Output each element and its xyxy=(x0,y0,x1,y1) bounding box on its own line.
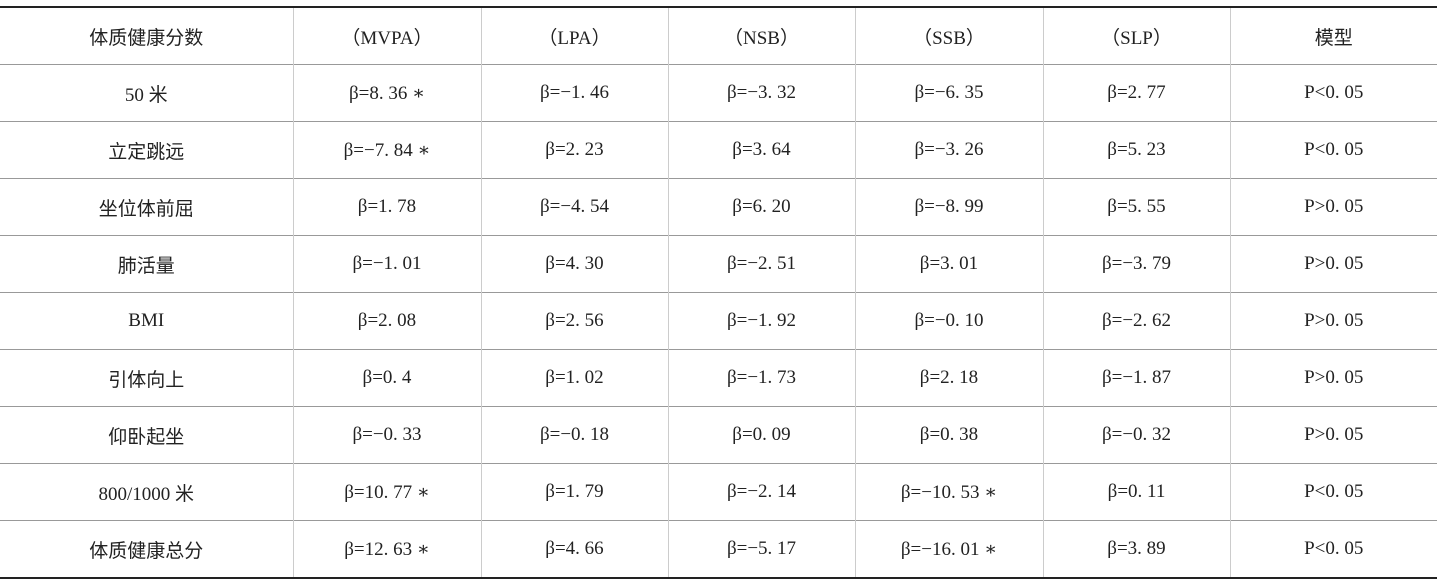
cell: β=2. 08 xyxy=(292,292,481,350)
cell: β=4. 66 xyxy=(480,520,668,578)
header-cell: （SLP） xyxy=(1042,7,1230,65)
header-cell: 体质健康分数 xyxy=(89,27,204,49)
cell: β=−1. 73 xyxy=(667,349,855,407)
row-label: 肺活量 xyxy=(0,235,293,293)
cell: β=0. 09 xyxy=(667,406,855,464)
cell: β=8. 36 ∗ xyxy=(292,64,481,122)
cell: β=−1. 92 xyxy=(667,292,855,350)
header-cell: （SSB） xyxy=(854,7,1043,65)
cell: β=5. 55 xyxy=(1042,178,1230,236)
cell: β=1. 78 xyxy=(292,178,481,236)
cell: P<0. 05 xyxy=(1229,121,1437,179)
cell: P>0. 05 xyxy=(1229,178,1437,236)
row-label: BMI xyxy=(0,292,293,350)
cell: β=0. 11 xyxy=(1042,463,1230,521)
cell: P>0. 05 xyxy=(1229,349,1437,407)
data-row: 引体向上 β=0. 4 β=1. 02 β=−1. 73 β=2. 18 β=−1. 87… xyxy=(0,349,1437,407)
cell: β=−4. 54 xyxy=(480,178,668,236)
cell: β=2. 77 xyxy=(1042,64,1230,122)
data-row: 体质健康总分 β=12. 63 ∗ β=4. 66 β=−5. 17 β=−16. 01… xyxy=(0,520,1437,578)
cell: β=−1. 01 xyxy=(292,235,481,293)
cell: β=−5. 17 xyxy=(667,520,855,578)
cell: β=−0. 18 xyxy=(480,406,668,464)
cell: P<0. 05 xyxy=(1229,463,1437,521)
data-row: BMI β=2. 08 β=2. 56 β=−1. 92 β=−0. 10 β=−2. 6… xyxy=(0,292,1437,350)
cell: β=−3. 79 xyxy=(1042,235,1230,293)
cell: β=−1. 87 xyxy=(1042,349,1230,407)
row-label: 立定跳远 xyxy=(0,121,293,179)
data-row: 立定跳远 β=−7. 84 ∗ β=2. 23 β=3. 64 β=−3. 26 β=5.… xyxy=(0,121,1437,179)
cell: β=3. 89 xyxy=(1042,520,1230,578)
cell: P<0. 05 xyxy=(1229,64,1437,122)
cell: β=−10. 53 ∗ xyxy=(854,463,1043,521)
cell: P>0. 05 xyxy=(1229,292,1437,350)
cell: β=6. 20 xyxy=(667,178,855,236)
row-label: 仰卧起坐 xyxy=(0,406,293,464)
cell: β=−16. 01 ∗ xyxy=(854,520,1043,578)
cell: β=1. 79 xyxy=(480,463,668,521)
cell: β=2. 56 xyxy=(480,292,668,350)
row-label: 800/1000 米 xyxy=(0,463,293,521)
data-row: 坐位体前屈 β=1. 78 β=−4. 54 β=6. 20 β=−8. 99 β=5. … xyxy=(0,178,1437,236)
cell: β=−2. 62 xyxy=(1042,292,1230,350)
data-row: 肺活量 β=−1. 01 β=4. 30 β=−2. 51 β=3. 01 β=−3. 7… xyxy=(0,235,1437,293)
cell: β=0. 4 xyxy=(292,349,481,407)
cell: β=−3. 32 xyxy=(667,64,855,122)
cell: β=12. 63 ∗ xyxy=(292,520,481,578)
table-container: 体质健康分数 （MVPA） （LPA） （NSB） （SSB） （SLP） 模型 50 米 β=… xyxy=(0,6,1437,579)
cell: β=−8. 99 xyxy=(854,178,1043,236)
cell: β=0. 38 xyxy=(854,406,1043,464)
cell: P<0. 05 xyxy=(1229,520,1437,578)
row-label: 引体向上 xyxy=(0,349,293,407)
data-row: 仰卧起坐 β=−0. 33 β=−0. 18 β=0. 09 β=0. 38 β=−0. … xyxy=(0,406,1437,464)
cell: β=2. 18 xyxy=(854,349,1043,407)
cell: β=−0. 32 xyxy=(1042,406,1230,464)
row-label: 50 米 xyxy=(0,64,293,122)
cell: β=−6. 35 xyxy=(854,64,1043,122)
header-cell: （LPA） xyxy=(480,7,668,65)
cell: β=2. 23 xyxy=(480,121,668,179)
data-row: 800/1000 米 β=10. 77 ∗ β=1. 79 β=−2. 14 β=−10… xyxy=(0,463,1437,521)
cell: β=−0. 33 xyxy=(292,406,481,464)
row-label: 坐位体前屈 xyxy=(0,178,293,236)
cell: β=−1. 46 xyxy=(480,64,668,122)
cell: β=3. 01 xyxy=(854,235,1043,293)
row-label: 体质健康总分 xyxy=(0,520,293,578)
header-row: 体质健康分数 （MVPA） （LPA） （NSB） （SSB） （SLP） 模型 xyxy=(0,7,1437,65)
cell: β=−2. 51 xyxy=(667,235,855,293)
cell: β=10. 77 ∗ xyxy=(292,463,481,521)
header-cell: 模型 xyxy=(1229,7,1437,65)
cell: β=−2. 14 xyxy=(667,463,855,521)
cell: β=−0. 10 xyxy=(854,292,1043,350)
header-cell: （MVPA） xyxy=(292,7,481,65)
cell: P>0. 05 xyxy=(1229,235,1437,293)
cell: β=−7. 84 ∗ xyxy=(292,121,481,179)
cell: P>0. 05 xyxy=(1229,406,1437,464)
results-table: 体质健康分数 （MVPA） （LPA） （NSB） （SSB） （SLP） 模型 50 米 β=… xyxy=(0,6,1437,579)
cell: β=−3. 26 xyxy=(854,121,1043,179)
data-row: 50 米 β=8. 36 ∗ β=−1. 46 β=−3. 32 β=−6. 35 β=2… xyxy=(0,64,1437,122)
cell: β=3. 64 xyxy=(667,121,855,179)
header-cell: （NSB） xyxy=(667,7,855,65)
cell: β=4. 30 xyxy=(480,235,668,293)
cell: β=1. 02 xyxy=(480,349,668,407)
cell: β=5. 23 xyxy=(1042,121,1230,179)
